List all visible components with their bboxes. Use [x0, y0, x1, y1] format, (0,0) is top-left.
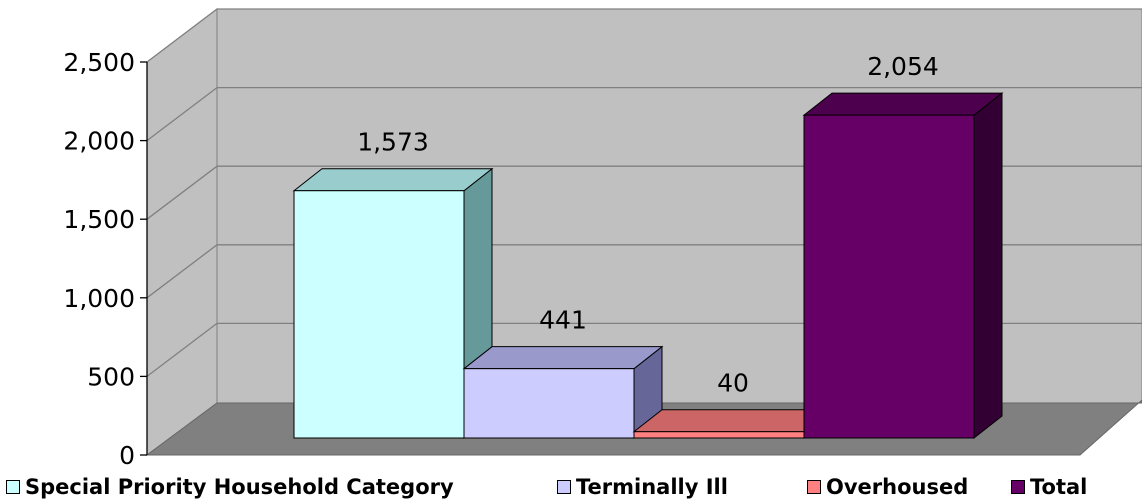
legend: Special Priority Household Category Term…	[0, 472, 1142, 502]
bar-side	[973, 92, 1003, 440]
bar	[462, 345, 664, 440]
legend-item-terminally-ill: Terminally Ill	[557, 472, 728, 502]
y-tick-label: 1,500	[63, 205, 135, 234]
legend-swatch-special-priority	[6, 480, 20, 494]
legend-label-overhoused: Overhoused	[826, 475, 969, 499]
gridline	[146, 8, 1142, 63]
y-tick-label: 0	[119, 441, 135, 470]
bar-front	[463, 368, 635, 439]
legend-swatch-overhoused	[807, 480, 821, 494]
legend-swatch-total	[1011, 480, 1025, 494]
bar-top	[462, 346, 664, 370]
legend-swatch-terminally-ill	[557, 480, 571, 494]
data-label: 1,573	[357, 128, 429, 157]
bar-top	[292, 168, 494, 192]
bars	[292, 92, 1004, 440]
y-tick-label: 2,000	[63, 127, 135, 156]
data-label: 441	[539, 306, 587, 335]
chart-plot: 0 500 1,000 1,500 2,000 2,500 1,573 441 40 2,054	[63, 7, 1142, 470]
legend-label-terminally-ill: Terminally Ill	[576, 475, 728, 499]
bar-top	[802, 92, 1004, 116]
y-tick-label: 1,000	[63, 284, 135, 313]
legend-item-overhoused: Overhoused	[807, 472, 968, 502]
data-label: 40	[717, 369, 749, 398]
data-labels: 1,573 441 40 2,054	[357, 52, 939, 398]
legend-item-special-priority: Special Priority Household Category	[6, 472, 454, 502]
bar-front	[293, 190, 465, 439]
bar	[802, 92, 1004, 440]
gridline	[146, 86, 1142, 142]
bar	[632, 408, 834, 440]
bar	[292, 167, 494, 440]
y-tick-label: 2,500	[63, 48, 135, 77]
chart-side-wall	[146, 7, 218, 456]
y-tick-label: 500	[87, 362, 135, 391]
bar-top	[632, 409, 834, 433]
bar-front	[803, 114, 975, 439]
legend-label-total: Total	[1030, 475, 1088, 499]
legend-label-special-priority: Special Priority Household Category	[25, 475, 454, 499]
y-axis: 0 500 1,000 1,500 2,000 2,500	[63, 48, 148, 470]
data-label: 2,054	[867, 52, 939, 81]
legend-item-total: Total	[1011, 472, 1087, 502]
bar-front	[633, 431, 805, 439]
